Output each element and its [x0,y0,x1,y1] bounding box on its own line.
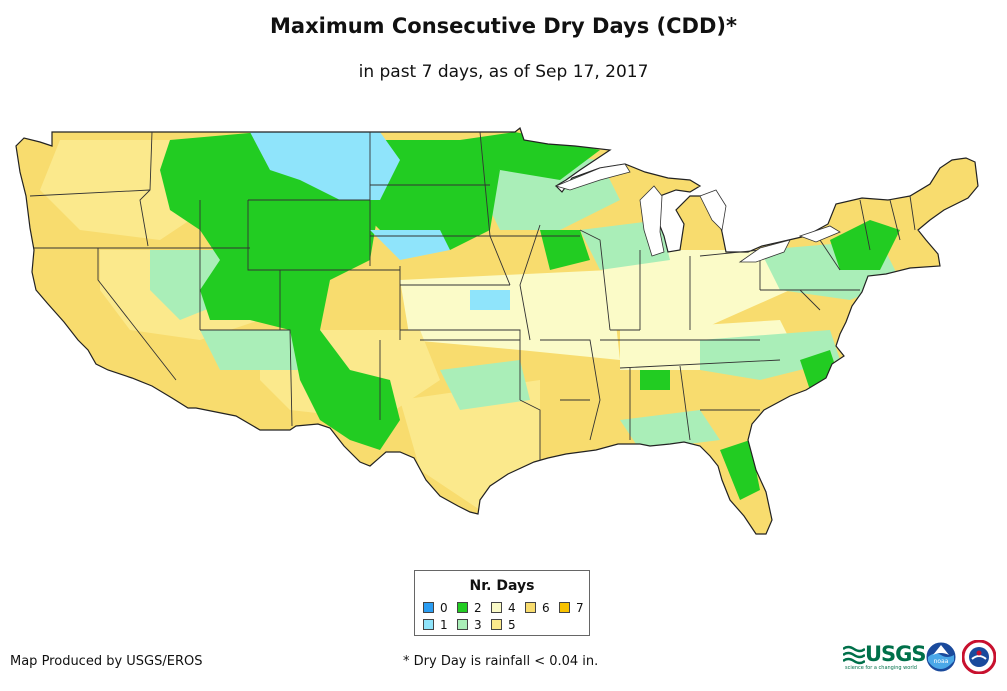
legend-swatch [525,602,536,613]
legend-label: 4 [508,601,516,615]
legend-label: 3 [474,618,482,632]
legend-title: Nr. Days [469,578,535,594]
legend-item-4: 4 [491,602,516,616]
legend-item-2: 2 [457,602,482,616]
legend-item-0: 0 [423,602,448,616]
noaa-logo: noaa [925,641,957,673]
map-credit: Map Produced by USGS/EROS [10,654,203,669]
legend-item-1: 1 [423,619,448,633]
legend-swatch [457,602,468,613]
legend-swatch [457,619,468,630]
legend-item-7: 7 [559,602,584,616]
legend: Nr. Days 0 1 2 3 4 5 6 7 [414,570,590,636]
legend-label: 2 [474,601,482,615]
footnote: * Dry Day is rainfall < 0.04 in. [403,654,599,669]
legend-item-3: 3 [457,619,482,633]
usgs-logo-text: USGS [865,642,927,666]
legend-label: 0 [440,601,448,615]
legend-item-6: 6 [525,602,550,616]
legend-swatch [491,602,502,613]
map-title: Maximum Consecutive Dry Days (CDD)* [270,14,737,38]
legend-swatch [423,619,434,630]
legend-swatch [491,619,502,630]
legend-item-5: 5 [491,619,516,633]
usgs-logo: USGS science for a changing world [843,642,927,673]
map-subtitle: in past 7 days, as of Sep 17, 2017 [358,62,649,82]
nws-logo [962,640,996,674]
legend-swatch [559,602,570,613]
legend-label: 5 [508,618,516,632]
noaa-logo-text: noaa [934,658,949,665]
usgs-tagline: science for a changing world [845,665,917,671]
legend-label: 1 [440,618,448,632]
legend-label: 6 [542,601,550,615]
legend-label: 7 [576,601,584,615]
legend-swatch [423,602,434,613]
usgs-wave-icon [843,645,865,665]
